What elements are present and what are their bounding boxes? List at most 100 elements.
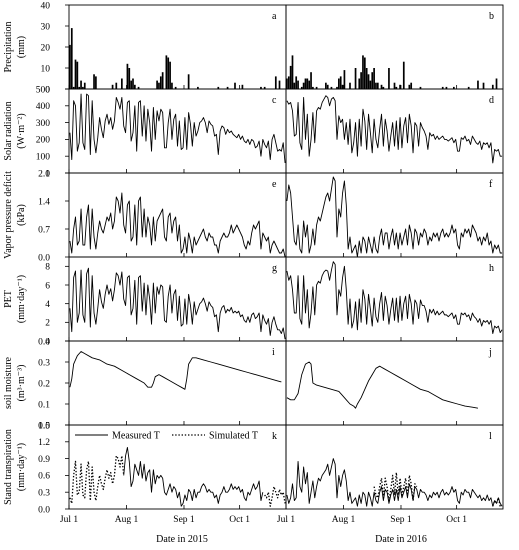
precip-bar-2016	[369, 80, 372, 89]
precip-bar-2015	[130, 80, 132, 89]
precip-bar-2016	[373, 68, 375, 89]
panel-letter-c: c	[272, 95, 277, 106]
y-tick-label-pet: 2	[45, 319, 50, 329]
rad-line-2015	[69, 93, 286, 163]
precip-bar-2016	[495, 78, 498, 89]
precip-bar-2016	[360, 72, 362, 89]
y-tick-label-rad: 300	[36, 119, 51, 129]
precip-bar-2016	[408, 84, 411, 89]
panel-letter-b: b	[489, 11, 494, 22]
precip-bar-2015	[241, 84, 244, 89]
y-tick-label-pet: 8	[45, 263, 50, 273]
panel-letter-d: d	[489, 95, 494, 106]
x-tick-label-2015: Jul 1	[60, 515, 78, 525]
y-tick-label-tr: 0.3	[38, 489, 50, 499]
precip-bar-2016	[315, 86, 318, 89]
simulated-transpiration-tail-2016	[492, 497, 503, 507]
y-tick-label-vpd: 2.1	[38, 169, 50, 179]
precip-bar-2015	[126, 63, 129, 89]
precip-bar-2016	[410, 82, 413, 89]
y-axis-unit-sm: (m³·m⁻³)	[16, 365, 27, 402]
precip-bar-2015	[197, 86, 199, 89]
y-axis-title-precip: Precipitation	[3, 21, 14, 72]
precip-bar-2015	[133, 84, 136, 89]
precip-bar-2015	[161, 72, 164, 89]
precip-bar-2015	[158, 82, 160, 89]
precip-bar-2016	[286, 78, 288, 89]
y-axis-unit-precip: (mm)	[16, 36, 27, 58]
panel-letter-f: f	[489, 179, 493, 190]
precip-bar-2015	[70, 28, 73, 90]
legend-measured-label: Measured T	[112, 431, 160, 442]
precip-bar-2016	[380, 84, 383, 89]
y-tick-label-sm: 0.1	[38, 400, 50, 410]
panel-letter-j: j	[488, 347, 492, 358]
precip-bar-2016	[297, 80, 299, 89]
y-tick-label-tr: 0.0	[38, 505, 50, 515]
panel-frame-tr-2016	[285, 424, 504, 510]
x-tick-label-2015: Oct 1	[229, 515, 250, 525]
rad-line-2016	[286, 95, 503, 164]
y-tick-label-pet: 0	[45, 337, 50, 347]
precip-bar-2016	[388, 68, 390, 89]
precip-bar-2015	[165, 55, 168, 89]
precip-bar-2015	[169, 61, 171, 89]
precip-bar-2016	[349, 82, 351, 89]
precip-bar-2016	[306, 78, 309, 89]
y-axis-title-tr: Stand transpiration	[3, 429, 14, 505]
y-tick-label-rad: 0	[45, 169, 50, 179]
precip-bar-2015	[278, 80, 281, 89]
precip-bar-2016	[482, 82, 485, 89]
precip-bar-2016	[367, 74, 370, 89]
panel-frame-rad-2016	[285, 88, 504, 174]
precip-bar-2015	[115, 82, 118, 89]
measured-transpiration-line-2016	[286, 458, 503, 507]
y-tick-label-vpd: 0.7	[38, 225, 50, 235]
x-tick-label-2016: Aug 1	[332, 515, 356, 525]
panel-letter-e: e	[272, 179, 277, 190]
precip-bar-2016	[308, 80, 311, 89]
precip-bar-2016	[343, 70, 346, 89]
precip-bar-2015	[174, 86, 177, 89]
precip-bar-2016	[453, 86, 455, 89]
precip-bar-2015	[274, 76, 277, 89]
axes-layer	[65, 4, 504, 510]
precip-bar-2016	[302, 82, 305, 89]
precip-bar-2016	[382, 86, 385, 89]
x-tick-label-2016: Sep 1	[390, 515, 412, 525]
panel-frame-vpd-2015	[68, 172, 287, 258]
precip-bar-2016	[393, 82, 396, 89]
y-tick-label-tr: 0.6	[38, 472, 50, 482]
panel-letter-a: a	[272, 11, 277, 22]
simulated-transpiration-line-2016	[373, 471, 418, 502]
precip-bar-2015	[132, 78, 134, 89]
pet-line-2016	[286, 261, 503, 334]
precip-bar-2016	[467, 86, 470, 89]
precip-bar-2016	[477, 80, 479, 89]
precip-bar-2015	[217, 86, 220, 89]
panel-letter-i: i	[272, 347, 275, 358]
precip-bar-2016	[325, 82, 327, 89]
panel-frame-sm-2015	[68, 340, 287, 426]
legend-simulated-label: Simulated T	[209, 431, 258, 442]
precip-bar-2016	[445, 86, 448, 89]
precip-bar-2016	[338, 78, 340, 89]
precip-bar-2015	[74, 59, 77, 89]
precip-bar-2016	[395, 86, 398, 89]
precip-bar-2016	[376, 82, 379, 89]
y-tick-label-precip: 40	[41, 1, 51, 11]
pet-line-2015	[69, 267, 286, 340]
precip-bar-2016	[326, 84, 329, 89]
panel-frame-sm-2016	[285, 340, 504, 426]
precip-bar-2015	[93, 74, 95, 89]
precip-bar-2015	[263, 86, 266, 89]
y-tick-label-rad: 100	[36, 153, 51, 163]
precip-bar-2016	[289, 65, 292, 89]
y-axis-unit-vpd: (kPa)	[16, 204, 27, 226]
precip-bar-2015	[137, 86, 140, 89]
vpd-line-2016	[286, 176, 503, 258]
sm-line-2016	[286, 361, 479, 409]
precip-bar-2015	[187, 74, 190, 89]
